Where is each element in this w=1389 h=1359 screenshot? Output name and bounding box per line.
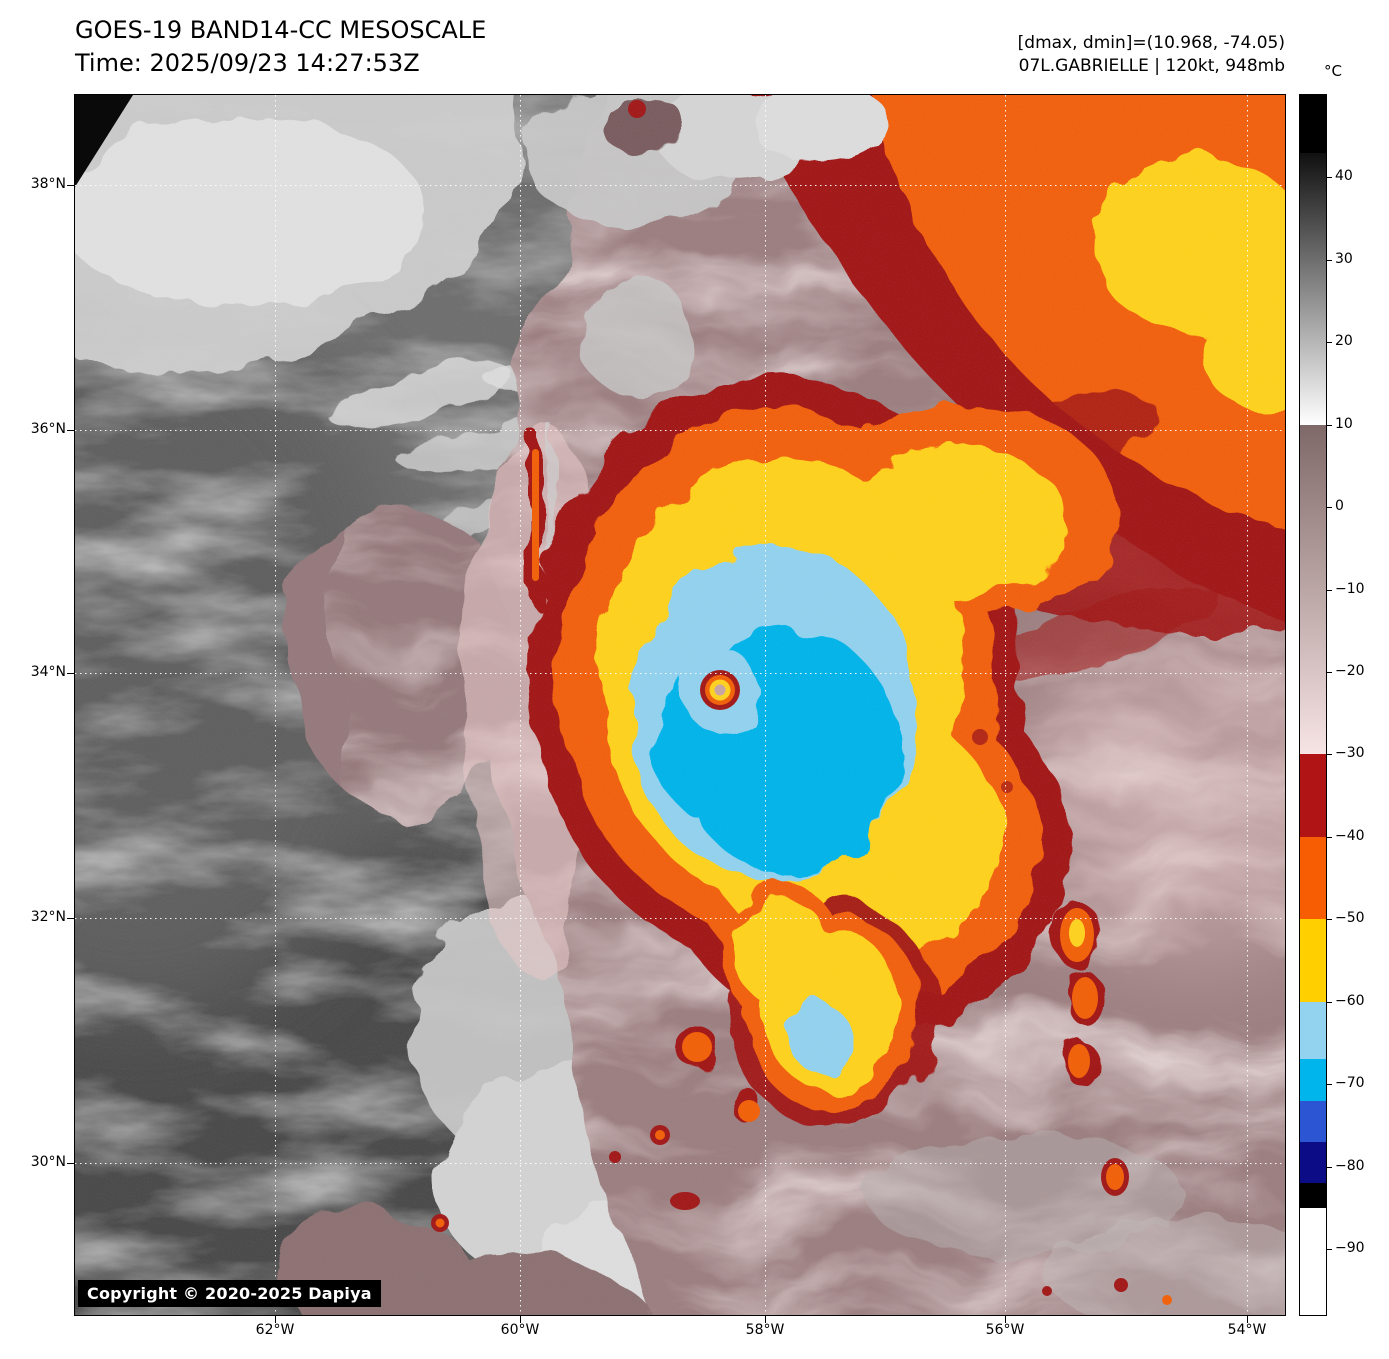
colorbar-segment bbox=[1300, 152, 1326, 426]
lon-tick-mark bbox=[765, 1316, 766, 1323]
colorbar-tick-mark bbox=[1326, 1249, 1332, 1251]
noise-overlay bbox=[75, 95, 1285, 1315]
storm-info: 07L.GABRIELLE | 120kt, 948mb bbox=[1018, 56, 1285, 76]
copyright-label: Copyright © 2020-2025 Dapiya bbox=[78, 1280, 381, 1307]
colorbar-tick-label: 40 bbox=[1335, 168, 1353, 185]
colorbar-tick-mark bbox=[1326, 424, 1332, 426]
no-data-wedge bbox=[75, 95, 133, 187]
colorbar-tick-label: −60 bbox=[1335, 992, 1365, 1009]
lon-tick-mark bbox=[520, 1316, 521, 1323]
colorbar-segment bbox=[1300, 1207, 1326, 1315]
lat-tick-label: 34°N bbox=[30, 664, 66, 680]
colorbar-tick-mark bbox=[1326, 672, 1332, 674]
colorbar-tick-mark bbox=[1326, 342, 1332, 344]
colorbar-tick-mark bbox=[1326, 1001, 1332, 1003]
colorbar-tick-label: −30 bbox=[1335, 745, 1365, 762]
lat-tick-label: 38°N bbox=[30, 176, 66, 192]
dmax-dmin-readout: [dmax, dmin]=(10.968, -74.05) bbox=[1017, 33, 1285, 53]
colorbar-tick-mark bbox=[1326, 919, 1332, 921]
lat-tick-label: 36°N bbox=[30, 421, 66, 437]
satellite-image bbox=[75, 95, 1285, 1315]
colorbar-tick-label: −40 bbox=[1335, 827, 1365, 844]
lat-tick-mark bbox=[67, 918, 74, 919]
colorbar-segment bbox=[1300, 1100, 1326, 1143]
colorbar-tick-mark bbox=[1326, 177, 1332, 179]
colorbar-tick-label: 0 bbox=[1335, 498, 1344, 515]
colorbar-segment bbox=[1300, 1001, 1326, 1060]
colorbar-tick-label: −70 bbox=[1335, 1075, 1365, 1092]
colorbar-segment bbox=[1300, 1141, 1326, 1184]
colorbar-segment bbox=[1300, 1183, 1326, 1209]
colorbar-tick-label: −10 bbox=[1335, 580, 1365, 597]
lat-tick-mark bbox=[67, 430, 74, 431]
satellite-map: Copyright © 2020-2025 Dapiya bbox=[74, 94, 1286, 1316]
colorbar-segment bbox=[1300, 754, 1326, 838]
colorbar-tick-mark bbox=[1326, 1084, 1332, 1086]
colorbar-tick-label: −20 bbox=[1335, 663, 1365, 680]
colorbar-tick-label: −80 bbox=[1335, 1157, 1365, 1174]
colorbar-segment bbox=[1300, 424, 1326, 755]
lon-tick-mark bbox=[1247, 1316, 1248, 1323]
colorbar-tick-label: −50 bbox=[1335, 910, 1365, 927]
colorbar-segment bbox=[1300, 95, 1326, 154]
colorbar-tick-mark bbox=[1326, 1166, 1332, 1168]
colorbar-tick-mark bbox=[1326, 507, 1332, 509]
header-right: [dmax, dmin]=(10.968, -74.05) 07L.GABRIE… bbox=[1018, 32, 1285, 78]
lat-tick-label: 32°N bbox=[30, 909, 66, 925]
colorbar-tick-label: 10 bbox=[1335, 415, 1353, 432]
lat-tick-label: 30°N bbox=[30, 1154, 66, 1170]
colorbar-tick-label: 20 bbox=[1335, 333, 1353, 350]
lon-tick-mark bbox=[1005, 1316, 1006, 1323]
lon-tick-label: 60°W bbox=[500, 1322, 540, 1338]
colorbar-unit-label: °C bbox=[1324, 62, 1342, 80]
lon-tick-label: 56°W bbox=[985, 1322, 1025, 1338]
lon-tick-label: 62°W bbox=[255, 1322, 295, 1338]
figure-time: Time: 2025/09/23 14:27:53Z bbox=[75, 49, 420, 77]
lon-tick-label: 58°W bbox=[745, 1322, 785, 1338]
colorbar-segment bbox=[1300, 836, 1326, 920]
lat-tick-mark bbox=[67, 1163, 74, 1164]
lon-tick-label: 54°W bbox=[1227, 1322, 1267, 1338]
colorbar bbox=[1299, 94, 1327, 1316]
colorbar-tick-label: 30 bbox=[1335, 250, 1353, 267]
colorbar-segment bbox=[1300, 919, 1326, 1003]
colorbar-segment bbox=[1300, 1059, 1326, 1102]
lon-tick-mark bbox=[275, 1316, 276, 1323]
colorbar-tick-mark bbox=[1326, 589, 1332, 591]
colorbar-tick-mark bbox=[1326, 259, 1332, 261]
lat-tick-mark bbox=[67, 673, 74, 674]
lat-tick-mark bbox=[67, 185, 74, 186]
colorbar-tick-mark bbox=[1326, 754, 1332, 756]
figure-title: GOES-19 BAND14-CC MESOSCALE bbox=[75, 16, 487, 44]
colorbar-tick-label: −90 bbox=[1335, 1240, 1365, 1257]
colorbar-tick-mark bbox=[1326, 836, 1332, 838]
